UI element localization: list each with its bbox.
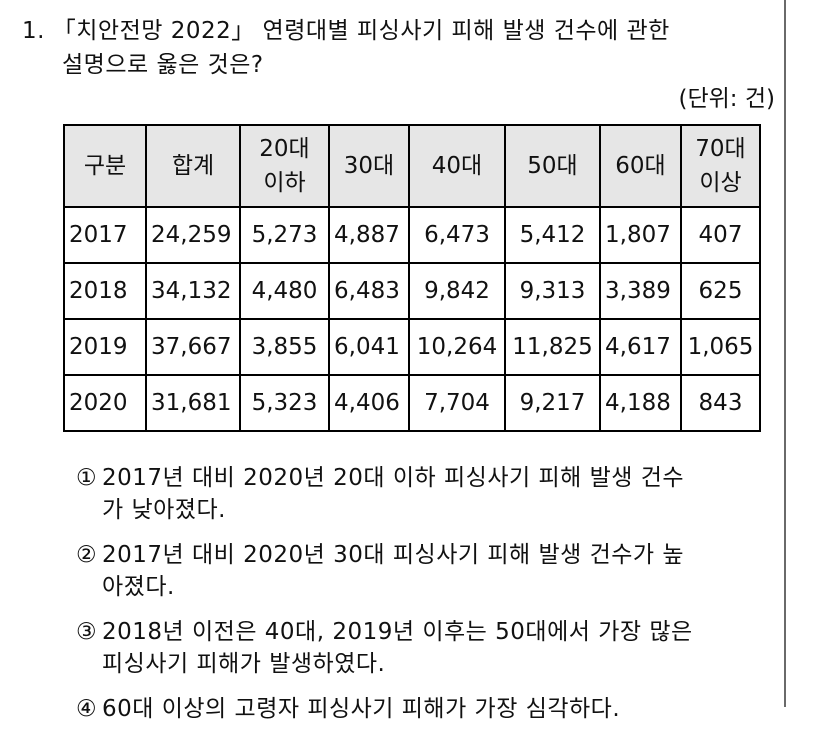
choice-number-4: ④: [76, 696, 98, 722]
choice-1[interactable]: ① 2017년 대비 2020년 20대 이하 피싱사기 피해 발생 건수 가 낮…: [76, 462, 776, 526]
cell-70s-over: 843: [680, 374, 761, 432]
table-row: 2017 24,259 5,273 4,887 6,473 5,412 1,80…: [63, 206, 761, 264]
question-stem: 1. 「치안전망 2022」 연령대별 피싱사기 피해 발생 건수에 관한 설명…: [22, 14, 782, 82]
cell-20s-under: 3,855: [239, 318, 330, 376]
header-category: 구분: [63, 124, 147, 208]
question-line-2: 설명으로 옳은 것은?: [62, 52, 264, 78]
header-50s: 50대: [504, 124, 601, 208]
cell-70s-over: 625: [680, 262, 761, 320]
cell-40s: 9,842: [408, 262, 506, 320]
choice-number-3: ③: [76, 619, 98, 645]
choice-number-1: ①: [76, 465, 98, 491]
cell-70s-over: 407: [680, 206, 761, 264]
choice-3[interactable]: ③ 2018년 이전은 40대, 2019년 이후는 50대에서 가장 많은 피싱…: [76, 616, 776, 680]
answer-choices: ① 2017년 대비 2020년 20대 이하 피싱사기 피해 발생 건수 가 낮…: [76, 462, 776, 738]
cell-40s: 6,473: [408, 206, 506, 264]
cell-20s-under: 4,480: [239, 262, 330, 320]
page-column-divider: [784, 0, 786, 707]
table-row: 2019 37,667 3,855 6,041 10,264 11,825 4,…: [63, 318, 761, 376]
cell-year: 2019: [63, 318, 147, 376]
cell-year: 2017: [63, 206, 147, 264]
cell-total: 34,132: [145, 262, 241, 320]
table-row: 2018 34,132 4,480 6,483 9,842 9,313 3,38…: [63, 262, 761, 320]
cell-year: 2020: [63, 374, 147, 432]
choice-2[interactable]: ② 2017년 대비 2020년 30대 피싱사기 피해 발생 건수가 높 아졌다…: [76, 539, 776, 603]
header-total: 합계: [145, 124, 241, 208]
choice-4[interactable]: ④ 60대 이상의 고령자 피싱사기 피해가 가장 심각하다.: [76, 693, 776, 725]
cell-30s: 4,406: [328, 374, 410, 432]
unit-label: (단위: 건): [678, 86, 776, 112]
header-30s: 30대: [328, 124, 410, 208]
cell-20s-under: 5,323: [239, 374, 330, 432]
cell-total: 31,681: [145, 374, 241, 432]
cell-year: 2018: [63, 262, 147, 320]
choice-text-continued: 가 낮아졌다.: [102, 497, 226, 523]
cell-50s: 9,217: [504, 374, 601, 432]
cell-30s: 6,041: [328, 318, 410, 376]
cell-total: 24,259: [145, 206, 241, 264]
cell-50s: 5,412: [504, 206, 601, 264]
choice-text: 2018년 이전은 40대, 2019년 이후는 50대에서 가장 많은: [102, 619, 693, 645]
choice-text-continued: 아졌다.: [102, 574, 175, 600]
header-40s: 40대: [408, 124, 506, 208]
phishing-damage-table: 구분 합계 20대 이하 30대 40대 50대 60대 70대 이상 2017 2…: [63, 124, 761, 432]
cell-30s: 6,483: [328, 262, 410, 320]
cell-60s: 3,389: [599, 262, 682, 320]
cell-total: 37,667: [145, 318, 241, 376]
table-header-row: 구분 합계 20대 이하 30대 40대 50대 60대 70대 이상: [63, 124, 761, 208]
choice-text: 2017년 대비 2020년 30대 피싱사기 피해 발생 건수가 높: [102, 542, 685, 568]
cell-60s: 1,807: [599, 206, 682, 264]
cell-40s: 7,704: [408, 374, 506, 432]
cell-60s: 4,188: [599, 374, 682, 432]
cell-70s-over: 1,065: [680, 318, 761, 376]
cell-50s: 11,825: [504, 318, 601, 376]
choice-text-continued: 피싱사기 피해가 발생하였다.: [102, 651, 386, 677]
cell-40s: 10,264: [408, 318, 506, 376]
choice-number-2: ②: [76, 542, 98, 568]
cell-30s: 4,887: [328, 206, 410, 264]
cell-60s: 4,617: [599, 318, 682, 376]
header-70s-over: 70대 이상: [680, 124, 761, 208]
question-line-1: 1. 「치안전망 2022」 연령대별 피싱사기 피해 발생 건수에 관한: [22, 18, 670, 44]
table-row: 2020 31,681 5,323 4,406 7,704 9,217 4,18…: [63, 374, 761, 432]
header-60s: 60대: [599, 124, 682, 208]
choice-text: 2017년 대비 2020년 20대 이하 피싱사기 피해 발생 건수: [102, 465, 685, 491]
cell-20s-under: 5,273: [239, 206, 330, 264]
choice-text: 60대 이상의 고령자 피싱사기 피해가 가장 심각하다.: [102, 696, 621, 722]
header-20s-under: 20대 이하: [239, 124, 330, 208]
cell-50s: 9,313: [504, 262, 601, 320]
